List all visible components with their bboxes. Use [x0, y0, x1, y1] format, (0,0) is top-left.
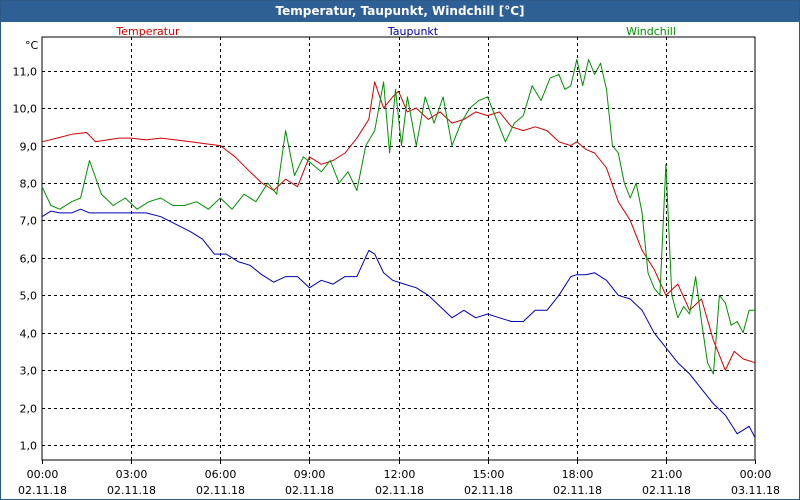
x-tick-time: 12:00 [384, 468, 416, 481]
series-line-temperatur [41, 81, 756, 371]
x-tick-time: 21:00 [651, 468, 683, 481]
x-tick-date: 02.11.18 [464, 484, 513, 497]
x-tick-time: 15:00 [473, 468, 505, 481]
x-tick-time: 00:00 [740, 468, 772, 481]
series-line-windchill [41, 59, 755, 375]
x-tick-date: 02.11.18 [375, 484, 424, 497]
x-tick-date: 02.11.18 [642, 484, 691, 497]
y-tick-label: 8,0 [20, 178, 38, 191]
y-tick-label: 11,0 [13, 66, 38, 79]
y-tick-label: 5,0 [20, 290, 38, 303]
legend-taupunkt: Taupunkt [387, 25, 439, 38]
y-tick-label: 1,0 [20, 440, 38, 453]
x-tick-time: 00:00 [27, 468, 59, 481]
y-tick-label: 4,0 [20, 328, 38, 341]
legend-windchill: Windchill [626, 25, 676, 38]
x-tick-time: 18:00 [562, 468, 594, 481]
plot-area [41, 36, 756, 461]
y-axis-label: °C [25, 39, 39, 52]
y-tick-label: 2,0 [20, 403, 38, 416]
y-tick-label: 10,0 [13, 103, 38, 116]
x-tick-date: 02.11.18 [285, 484, 334, 497]
chart-title: Temperatur, Taupunkt, Windchill [°C] [1, 1, 799, 22]
x-tick-date: 02.11.18 [553, 484, 602, 497]
x-tick-time: 03:00 [116, 468, 148, 481]
x-tick-date: 02.11.18 [107, 484, 156, 497]
y-tick-label: 3,0 [20, 365, 38, 378]
x-tick-date: 03.11.18 [731, 484, 780, 497]
y-tick-label: 6,0 [20, 253, 38, 266]
y-tick-label: 9,0 [20, 141, 38, 154]
x-tick-date: 02.11.18 [196, 484, 245, 497]
series-line-taupunkt [41, 208, 756, 438]
y-tick-label: 7,0 [20, 215, 38, 228]
x-tick-date: 02.11.18 [18, 484, 67, 497]
x-tick-time: 06:00 [205, 468, 237, 481]
x-tick-time: 09:00 [294, 468, 326, 481]
legend-temperatur: Temperatur [115, 25, 180, 38]
